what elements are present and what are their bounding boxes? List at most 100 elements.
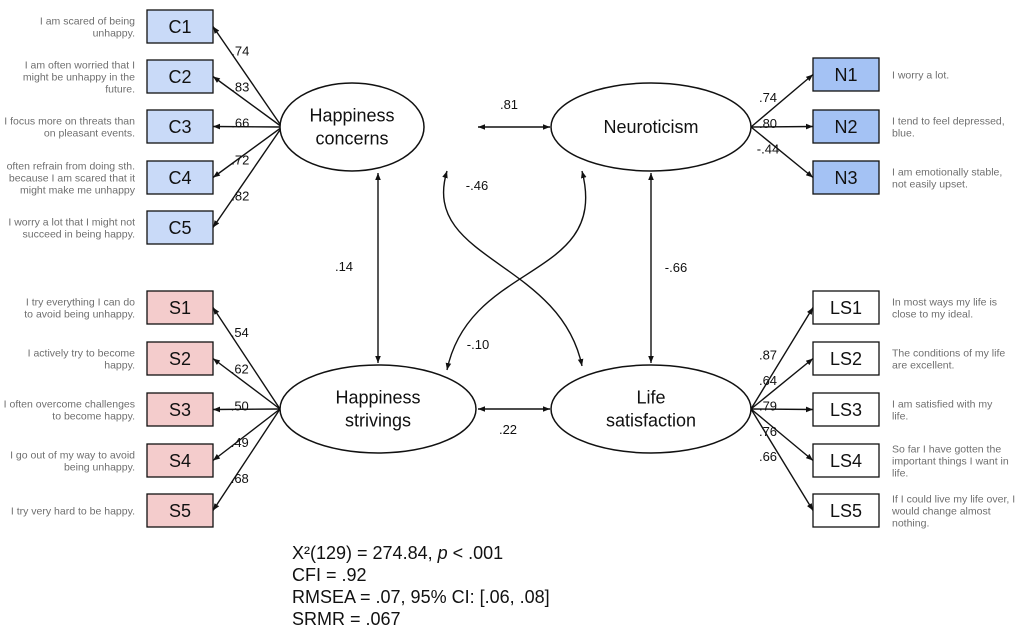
- item-text-ls3: I am satisfied with my: [892, 399, 993, 411]
- loading-value-c4: .72: [231, 152, 249, 167]
- item-text-s4: being unhappy.: [64, 462, 135, 474]
- srmr-line: SRMR = .067: [292, 609, 401, 629]
- item-text-ls1: In most ways my life is: [892, 297, 997, 309]
- loading-value-n3: -.44: [757, 141, 779, 156]
- loading-value-n2: .80: [759, 116, 777, 131]
- item-text-s1: to avoid being unhappy.: [24, 309, 135, 321]
- indicator-label-s1: S1: [169, 298, 191, 318]
- item-text-c2: future.: [105, 84, 135, 96]
- loading-arrow-n1: [750, 73, 814, 128]
- item-text-ls4: So far I have gotten the: [892, 444, 1001, 456]
- indicator-box-n3: [812, 160, 880, 195]
- indicator-box-ls3: [812, 392, 880, 427]
- item-text-ls2: are excellent.: [892, 360, 954, 372]
- indicator-label-c5: C5: [168, 218, 191, 238]
- loading-arrow-ls3: [750, 406, 814, 413]
- item-text-c2: I am often worried that I: [25, 60, 135, 72]
- loading-value-ls4: .76: [759, 424, 777, 439]
- indicator-box-s1: [146, 290, 214, 325]
- indicator-box-ls5: [812, 493, 880, 528]
- indicator-label-ls4: LS4: [830, 451, 862, 471]
- item-text-ls3: life.: [892, 411, 908, 423]
- indicator-label-ls1: LS1: [830, 298, 862, 318]
- item-text-c3: on pleasant events.: [44, 128, 135, 140]
- loading-arrow-ls4: [750, 408, 814, 462]
- factor-happiness-concerns: [279, 82, 425, 172]
- factor-happiness-strivings-label: strivings: [345, 411, 411, 431]
- indicator-label-ls5: LS5: [830, 501, 862, 521]
- item-text-n1: I worry a lot.: [892, 70, 949, 82]
- loading-value-n1: .74: [759, 90, 777, 105]
- item-text-ls5: nothing.: [892, 518, 929, 530]
- factor-neuroticism: [550, 82, 752, 172]
- item-text-c5: I worry a lot that I might not: [8, 217, 135, 229]
- factor-happiness-concerns-label: Happiness: [309, 106, 394, 126]
- indicator-label-s3: S3: [169, 400, 191, 420]
- correlation-concerns-strivings: .14: [335, 259, 353, 274]
- indicator-box-c3: [146, 109, 214, 144]
- item-text-c4: often refrain from doing sth.: [7, 161, 135, 173]
- correlation-concerns-life-satisfaction: -.46: [466, 178, 488, 193]
- loading-arrow-s2: [212, 357, 281, 410]
- item-text-ls4: important things I want in: [892, 456, 1009, 468]
- indicator-box-c5: [146, 210, 214, 245]
- item-text-c2: might be unhappy in the: [23, 72, 135, 84]
- loading-arrow-c5: [212, 126, 283, 228]
- indicator-box-c1: [146, 9, 214, 44]
- loading-arrow-c4: [212, 126, 283, 179]
- correlation-concerns-neuroticism: .81: [500, 97, 518, 112]
- item-text-ls5: If I could live my life over, I: [892, 494, 1015, 506]
- item-text-n3: not easily upset.: [892, 179, 968, 191]
- indicator-label-n2: N2: [834, 117, 857, 137]
- item-text-s2: I actively try to become: [28, 348, 136, 360]
- item-text-n3: I am emotionally stable,: [892, 167, 1002, 179]
- item-text-c4: might make me unhappy: [20, 185, 136, 197]
- indicator-label-n3: N3: [834, 168, 857, 188]
- item-text-s3: I often overcome challenges: [4, 399, 135, 411]
- loading-value-ls3: .79: [759, 398, 777, 413]
- item-text-s2: happy.: [104, 360, 135, 372]
- loading-value-c3: .66: [231, 116, 249, 131]
- indicator-label-c2: C2: [168, 67, 191, 87]
- loading-value-ls1: .87: [759, 347, 777, 362]
- indicator-box-c4: [146, 160, 214, 195]
- loading-arrow-ls1: [750, 307, 814, 410]
- item-text-c5: succeed in being happy.: [23, 229, 135, 241]
- item-text-n2: blue.: [892, 128, 915, 140]
- item-text-s3: to become happy.: [52, 411, 135, 423]
- loading-value-s3: .50: [231, 398, 249, 413]
- item-text-ls1: close to my ideal.: [892, 309, 973, 321]
- indicator-box-n1: [812, 57, 880, 92]
- indicator-box-ls4: [812, 443, 880, 478]
- loading-arrow-s5: [212, 408, 281, 511]
- item-text-c1: I am scared of being: [40, 16, 135, 28]
- loading-arrow-ls2: [750, 357, 814, 410]
- factor-life-satisfaction: [550, 364, 752, 454]
- loading-arrow-n2: [750, 123, 814, 130]
- indicator-label-n1: N1: [834, 65, 857, 85]
- factor-life-satisfaction-label: Life: [636, 388, 665, 408]
- loading-arrow-s3: [212, 406, 281, 413]
- indicator-box-s3: [146, 392, 214, 427]
- indicator-box-s4: [146, 443, 214, 478]
- loading-value-ls5: .66: [759, 449, 777, 464]
- indicator-box-s5: [146, 493, 214, 528]
- correlation-strivings-life-satisfaction: .22: [499, 422, 517, 437]
- indicator-box-c2: [146, 59, 214, 94]
- correlation-strivings-neuroticism: -.10: [467, 337, 489, 352]
- item-text-c1: unhappy.: [93, 28, 135, 40]
- indicator-label-c4: C4: [168, 168, 191, 188]
- indicator-label-ls2: LS2: [830, 349, 862, 369]
- correlation-neuroticism-life-satisfaction: -.66: [665, 260, 687, 275]
- loading-arrow-n3: [750, 126, 814, 179]
- loading-arrow-c3: [212, 123, 283, 130]
- indicator-label-c3: C3: [168, 117, 191, 137]
- indicator-box-n2: [812, 109, 880, 144]
- rmsea-line: RMSEA = .07, 95% CI: [.06, .08]: [292, 587, 550, 607]
- item-text-c3: I focus more on threats than: [4, 116, 135, 128]
- indicator-box-ls1: [812, 290, 880, 325]
- cfi-line: CFI = .92: [292, 565, 367, 585]
- item-text-ls4: life.: [892, 468, 908, 480]
- factor-happiness-strivings: [279, 364, 477, 454]
